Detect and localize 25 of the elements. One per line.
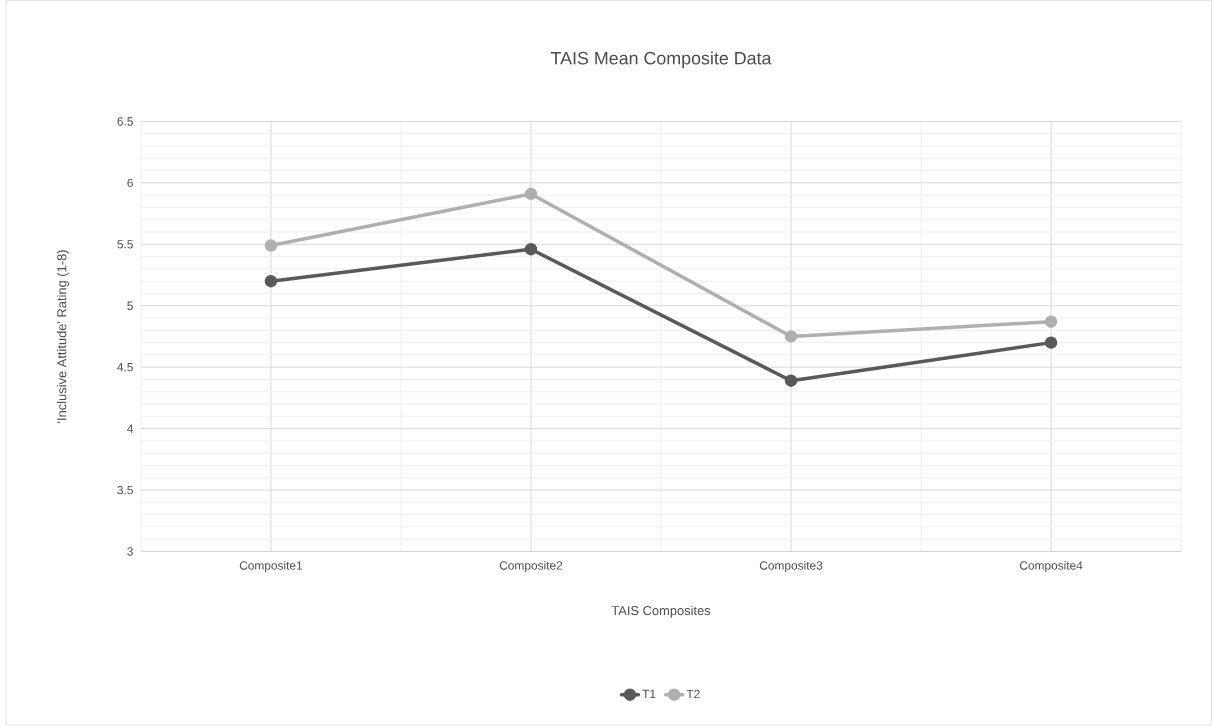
point (784, 330, 798, 343)
y-tick-label: 4 (127, 424, 134, 433)
point (784, 374, 798, 388)
point (264, 275, 278, 288)
y-tick-label: 6.5 (117, 117, 133, 126)
x-axis-title: TAIS Composites (611, 605, 711, 618)
point (524, 243, 538, 256)
x-tick-label: Composite4 (1019, 561, 1083, 573)
y-tick-label: 4.5 (117, 363, 133, 372)
y-tick-label: 6 (127, 178, 133, 188)
y-tick-label: 3.5 (117, 485, 133, 495)
y-tick-label: 5 (127, 301, 133, 311)
legend-label: T1 (642, 689, 656, 699)
point (1044, 336, 1058, 349)
y-tick-label: 3 (127, 547, 133, 556)
x-tick-label: Composite3 (759, 561, 823, 573)
point (1044, 315, 1058, 329)
legend-label: T2 (686, 689, 700, 699)
point (264, 239, 278, 252)
x-tick-label: Composite2 (499, 561, 563, 573)
chart-title: TAIS Mean Composite Data (550, 51, 772, 69)
x-tick-label: Composite1 (239, 561, 303, 573)
y-axis-title: 'Inclusive Attitude' Rating (1-8) (56, 250, 69, 423)
point (524, 187, 538, 201)
y-tick-label: 5.5 (117, 240, 133, 249)
